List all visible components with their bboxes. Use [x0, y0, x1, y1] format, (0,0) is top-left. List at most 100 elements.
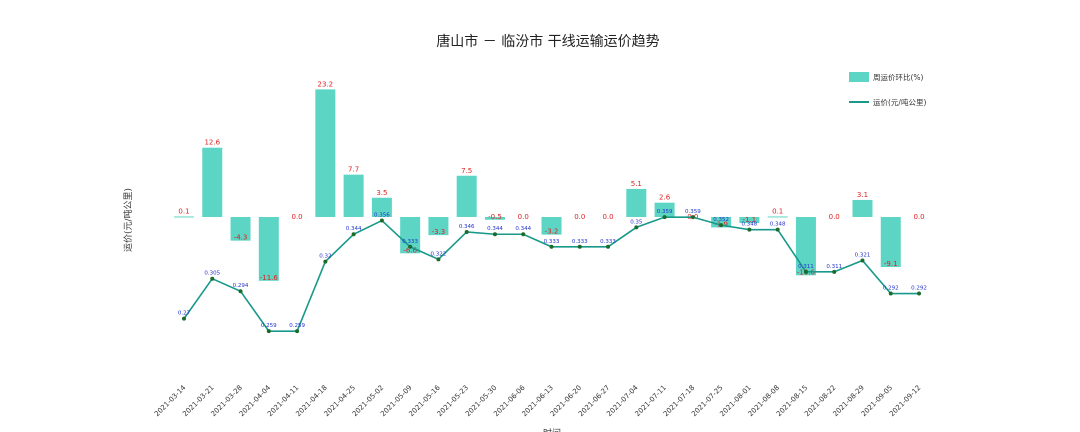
bar: [767, 216, 788, 218]
bar: [626, 188, 647, 217]
line-data-label: 0.356: [374, 213, 390, 219]
bar: [880, 217, 901, 268]
bar: [654, 202, 675, 217]
line-data-label: 0.259: [289, 323, 305, 329]
bar-data-label: 0.0: [574, 213, 585, 221]
bar: [202, 147, 223, 217]
line-labels: 0.27 0.305 0.294 0.259 0.259 0.32 0.344 0.356 0.…: [178, 209, 927, 329]
bar-series: [174, 89, 901, 281]
x-axis-title: 时间: [543, 427, 561, 432]
line-data-label: 0.294: [233, 283, 249, 289]
line-point: [888, 291, 893, 296]
bar: [258, 217, 279, 281]
line-point: [210, 276, 215, 281]
line-point: [436, 257, 441, 262]
bar: [541, 217, 562, 235]
bar-data-label: 0.0: [602, 213, 613, 221]
line-point: [719, 223, 724, 228]
bar-data-label: -3.3: [432, 228, 446, 236]
legend-bar-label: 周运价环比(%): [873, 72, 924, 82]
bar: [174, 216, 194, 218]
bar-data-label: 7.5: [461, 167, 472, 175]
line-data-label: 0.32: [319, 254, 331, 260]
line-point: [323, 259, 328, 264]
line-data-label: 0.27: [178, 311, 191, 317]
line-point: [238, 289, 243, 294]
bar: [400, 217, 421, 254]
x-tick-labels: 2021-03-142021-03-212021-03-282021-04-04…: [153, 383, 922, 418]
legend-line-label: 运价(元/吨公里): [873, 97, 926, 107]
chart-title: 唐山市 － 临汾市 干线运输运价趋势: [436, 33, 659, 50]
line-point: [577, 244, 582, 249]
bar-data-label: 23.2: [318, 80, 334, 88]
bar-data-label: -3.2: [545, 228, 559, 236]
bar-data-label: 0.1: [772, 207, 783, 215]
line-data-label: 0.292: [883, 286, 899, 292]
line-data-label: 0.344: [346, 226, 362, 232]
bar-data-label: 0.0: [829, 213, 840, 221]
bar: [484, 217, 505, 220]
line-data-label: 0.311: [826, 264, 842, 270]
bar-data-label: -1.1: [743, 216, 757, 224]
bar-data-label: 12.6: [204, 139, 220, 147]
line-point: [492, 232, 497, 237]
bar: [428, 217, 449, 236]
bar-data-label: -11.6: [260, 274, 279, 282]
bar: [852, 199, 873, 217]
line-point: [408, 244, 413, 249]
bar: [739, 217, 760, 224]
line-data-label: 0.344: [515, 226, 531, 232]
line-data-label: 0.305: [204, 271, 220, 277]
line-data-label: 0.333: [600, 239, 616, 245]
bar-data-label: -4.3: [234, 234, 248, 242]
line-data-label: 0.311: [798, 264, 814, 270]
line-point: [747, 227, 752, 232]
line-point: [295, 329, 300, 334]
bar-data-label: -6.6: [403, 246, 417, 254]
line-data-label: 0.359: [685, 209, 701, 215]
line-data-label: 0.333: [402, 239, 418, 245]
legend-bar-swatch: [849, 72, 869, 82]
line-point: [464, 229, 469, 234]
bar-data-label: 0.0: [292, 213, 303, 221]
y-axis-title: 运价(元/吨公里): [122, 188, 134, 252]
line-data-label: 0.346: [459, 224, 475, 230]
line-data-label: 0.348: [770, 222, 786, 228]
line-point: [634, 225, 639, 230]
bar-data-label: 3.5: [376, 189, 387, 197]
line-data-label: 0.35: [630, 219, 643, 225]
bar: [343, 174, 364, 217]
bar-data-label: 2.6: [659, 194, 671, 202]
line-data-label: 0.352: [713, 217, 729, 223]
line-data-label: 0.344: [487, 226, 503, 232]
bar: [371, 197, 392, 217]
bar-data-label: 3.1: [857, 191, 868, 199]
line-point: [266, 329, 271, 334]
line-data-label: 0.292: [911, 286, 927, 292]
bar: [711, 217, 732, 228]
line-point: [351, 232, 356, 237]
bar-data-label: 0.1: [178, 207, 189, 215]
line-series: [182, 215, 922, 334]
line-point: [182, 316, 186, 321]
line-point: [549, 244, 554, 249]
line-point: [521, 232, 526, 237]
line-data-label: 0.321: [855, 252, 871, 258]
bar-data-label: -0.5: [488, 213, 502, 221]
line-data-label: 0.333: [544, 239, 560, 245]
line-data-label: 0.348: [742, 222, 758, 228]
line-point: [860, 258, 865, 263]
line-point: [606, 244, 611, 249]
line-point: [690, 215, 695, 220]
bar-labels: 0.1 12.6 -4.3 -11.6 0.0 23.2 7.7 3.5 -6.6 -3.3 7.5…: [178, 80, 924, 281]
line-point: [917, 291, 922, 296]
bar: [315, 89, 336, 217]
line-point: [803, 269, 808, 274]
bar-data-label: 7.7: [348, 166, 359, 174]
line-point: [775, 227, 780, 232]
line-data-label: 0.322: [431, 251, 447, 257]
line-point: [662, 215, 667, 220]
line-data-label: 0.359: [657, 209, 673, 215]
bar-data-label: 0.0: [913, 213, 924, 221]
bar: [795, 217, 816, 276]
